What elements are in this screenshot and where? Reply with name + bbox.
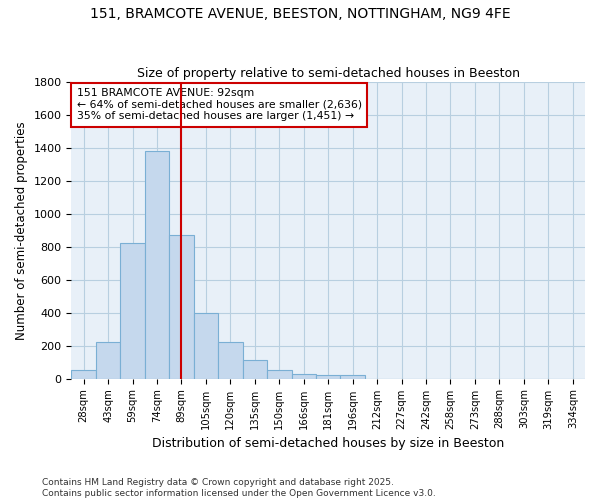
Bar (194, 312, 218, 378)
X-axis label: Distribution of semi-detached houses by size in Beeston: Distribution of semi-detached houses by … (152, 437, 505, 450)
Y-axis label: Number of semi-detached properties: Number of semi-detached properties (15, 121, 28, 340)
Bar (316, 376, 340, 378)
Bar (169, 236, 194, 378)
Bar (96, 342, 121, 378)
Bar (340, 376, 365, 378)
Title: Size of property relative to semi-detached houses in Beeston: Size of property relative to semi-detach… (137, 66, 520, 80)
Bar (121, 244, 145, 378)
Text: 151 BRAMCOTE AVENUE: 92sqm
← 64% of semi-detached houses are smaller (2,636)
35%: 151 BRAMCOTE AVENUE: 92sqm ← 64% of semi… (77, 88, 362, 121)
Text: Contains HM Land Registry data © Crown copyright and database right 2025.
Contai: Contains HM Land Registry data © Crown c… (42, 478, 436, 498)
Bar (71, 370, 96, 378)
Bar (218, 342, 242, 378)
Bar (145, 151, 169, 378)
Text: 151, BRAMCOTE AVENUE, BEESTON, NOTTINGHAM, NG9 4FE: 151, BRAMCOTE AVENUE, BEESTON, NOTTINGHA… (89, 8, 511, 22)
Bar (267, 370, 292, 378)
Bar (242, 360, 267, 378)
Bar (292, 374, 316, 378)
